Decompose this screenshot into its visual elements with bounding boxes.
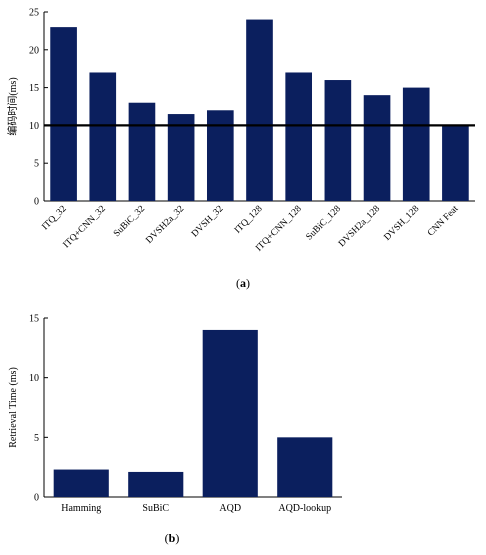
bar: [442, 125, 469, 201]
x-tick-label: AQD-lookup: [278, 503, 331, 514]
bar: [53, 469, 109, 497]
bar: [202, 329, 258, 497]
x-tick-label: ITQ_128: [233, 204, 265, 236]
x-tick-label: AQD: [219, 503, 241, 514]
x-tick-label: CNN Feat: [426, 204, 461, 239]
bar: [128, 471, 184, 497]
x-tick-label: ITQ_32: [40, 204, 69, 233]
caption-b: (b): [165, 531, 180, 545]
bar: [246, 19, 273, 202]
chart-b: 0 5 10 15 Retrieval Time (ms) Hamming SuBiC AQD…: [8, 314, 342, 514]
caption-a: (a): [236, 276, 250, 290]
y-axis-label: Retrieval Time (ms): [8, 367, 19, 448]
x-tick-label: DVSH_32: [190, 204, 226, 240]
y-tick-label: 5: [34, 433, 39, 444]
y-axis-label: 编码时间(ms): [6, 77, 19, 135]
x-tick-label: DVSH2a_128: [337, 204, 382, 249]
x-tick-label: DVSH2a_32: [144, 204, 186, 246]
y-tick-label: 25: [29, 8, 39, 19]
bar: [402, 87, 430, 201]
y-tick-label: 0: [34, 493, 39, 504]
y-tick-label: 10: [29, 373, 39, 384]
bar: [324, 80, 352, 201]
y-tick-label: 10: [29, 121, 39, 132]
bar: [206, 110, 234, 201]
x-tick-label: SuBiC_128: [305, 204, 344, 243]
bar: [128, 102, 156, 201]
y-tick-label: 20: [29, 45, 39, 56]
y-tick-label: 15: [29, 83, 39, 94]
y-tick-label: 15: [29, 314, 39, 325]
x-tick-label: SuBiC: [142, 503, 169, 514]
bar: [363, 95, 391, 201]
x-tick-label: DVSH_128: [383, 204, 422, 243]
bar: [50, 27, 77, 202]
bar: [277, 437, 333, 497]
bar: [167, 114, 195, 201]
y-tick-label: 0: [34, 197, 39, 208]
bar: [89, 72, 117, 201]
bar: [285, 72, 313, 201]
y-tick-label: 5: [34, 159, 39, 170]
x-tick-label: ITQ+CNN_32: [62, 204, 108, 250]
x-tick-label: Hamming: [61, 503, 101, 514]
x-tick-label: SuBiC_32: [112, 204, 147, 239]
